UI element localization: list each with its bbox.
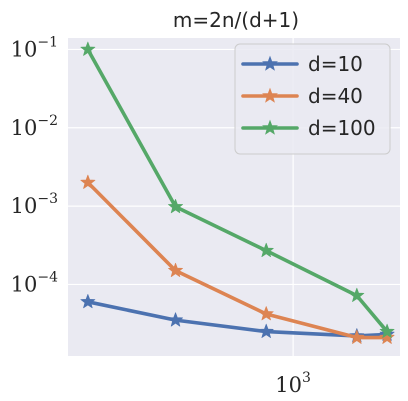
data-point-star <box>379 329 395 344</box>
data-point-star <box>168 312 183 327</box>
data-point-star <box>349 329 365 344</box>
legend-label: d=10 <box>308 52 363 76</box>
data-point-star <box>258 242 274 258</box>
series-d=100 <box>80 41 395 338</box>
x-tick-label: 103 <box>275 370 311 397</box>
legend-marker-star <box>262 55 278 71</box>
legend-marker-star <box>262 119 278 135</box>
data-point-star <box>379 323 395 338</box>
series-d=40 <box>80 174 395 344</box>
y-tick-label: 10−3 <box>11 191 58 218</box>
legend-marker-star <box>262 87 278 103</box>
y-tick-label: 10−2 <box>11 113 58 140</box>
data-point-star <box>258 306 274 321</box>
y-tick-label: 10−4 <box>11 269 58 296</box>
series-layer <box>80 41 395 344</box>
data-point-star <box>349 287 365 302</box>
legend-label: d=40 <box>308 84 363 108</box>
legend: d=10 d=40 d=100 <box>234 43 391 155</box>
data-point-star <box>80 174 96 189</box>
data-point-star <box>168 198 183 214</box>
y-tick-label: 10−1 <box>11 34 58 61</box>
data-point-star <box>80 294 96 309</box>
data-point-star <box>168 262 183 278</box>
data-point-star <box>80 41 96 56</box>
legend-label: d=100 <box>308 116 376 140</box>
tick-layer: 10−1 10−2 10−3 10−4 103 <box>11 34 311 397</box>
data-point-star <box>258 323 274 338</box>
chart-title: m=2n/(d+1) <box>173 8 299 32</box>
